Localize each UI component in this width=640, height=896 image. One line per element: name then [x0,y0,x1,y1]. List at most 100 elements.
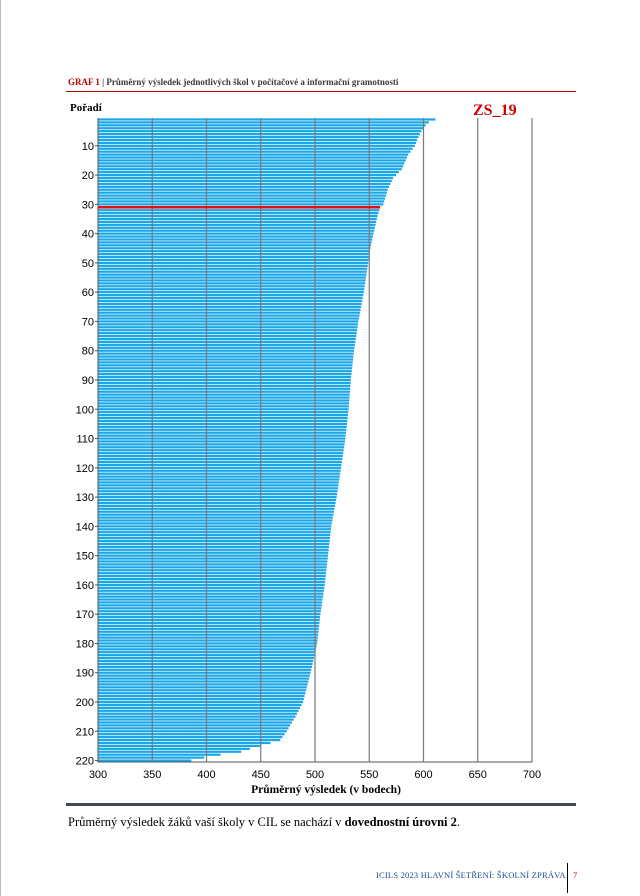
school-bar [98,250,370,253]
section-divider [66,803,576,806]
school-bar [98,179,392,183]
school-bar [98,337,356,341]
school-bar [98,217,377,221]
school-bar [98,162,405,165]
school-bar [98,484,339,487]
school-bar [98,425,347,428]
school-bar [98,314,360,317]
school-bar [98,721,292,724]
school-bar [98,223,376,226]
school-bar [98,121,429,124]
school-bar [98,182,391,185]
school-bar [98,176,394,180]
school-bar [98,381,351,385]
x-tick-label: 450 [252,769,270,781]
school-bar [98,475,340,478]
x-tick-label: 600 [414,769,432,781]
school-bar [98,168,402,171]
school-bar [98,393,350,396]
school-bar [98,703,302,707]
y-tick-label: 130 [76,492,94,504]
school-bar [98,659,314,663]
y-tick-label: 220 [76,756,94,768]
highlighted-school-bar [98,205,381,209]
school-bar [98,396,350,399]
school-bar [98,595,324,598]
school-bar [98,358,354,361]
school-bar [98,636,318,639]
school-bar [98,329,358,332]
y-tick-label: 100 [76,404,94,416]
y-tick-label: 90 [82,375,94,387]
school-bar [98,241,372,244]
school-bar [98,138,417,142]
school-bar [98,349,355,352]
school-bar [98,501,336,505]
school-bar [98,683,308,686]
school-bar [98,592,324,595]
school-bar [98,144,415,147]
school-bar [98,557,328,560]
school-bar [98,364,353,367]
school-bar [98,270,367,273]
school-bar [98,478,340,481]
school-bar [98,197,386,200]
school-bar [98,255,370,259]
school-bar [98,147,413,150]
school-bar [98,264,368,267]
school-bar [98,718,294,721]
school-bar [98,171,399,174]
school-bar [98,601,323,604]
school-bar [98,317,359,320]
school-bar [98,203,384,206]
school-bar [98,276,366,279]
graph-title-text: Průměrný výsledek jednotlivých škol v po… [106,77,399,87]
school-bar [98,402,350,405]
school-bar [98,539,330,543]
school-bar [98,495,337,499]
school-bar [98,700,304,704]
school-bar [98,545,329,548]
school-bar [98,165,404,168]
school-bar [98,258,369,262]
school-bar [98,513,334,516]
school-bar [98,487,338,490]
school-bar [98,291,364,294]
school-bar [98,516,333,519]
school-bar [98,437,346,440]
school-bar [98,428,347,431]
school-bar [98,288,365,291]
school-bar [98,528,331,531]
school-code-label: ZS_19 [473,102,517,119]
y-tick-label: 30 [82,199,94,211]
school-bar [98,378,351,382]
school-bar [98,340,356,344]
school-bar [98,706,301,709]
y-tick-label: 50 [82,258,94,270]
school-bar [98,583,325,587]
school-bar [98,645,317,648]
school-bar [98,141,416,144]
school-bar [98,153,409,156]
school-bar [98,279,366,282]
school-bar [98,490,338,493]
school-bar [98,522,332,525]
school-bar [98,668,312,671]
school-bar [98,320,359,323]
x-tick-label: 700 [523,769,541,781]
school-bar [98,332,357,335]
school-bar [98,352,354,355]
school-bar [98,446,345,449]
school-bar [98,744,261,748]
school-bar [98,580,326,584]
school-bar [98,434,346,437]
school-bar [98,282,366,285]
graph-title: GRAF 1 | Průměrný výsledek jednotlivých … [68,77,398,87]
school-bar [98,665,312,668]
school-bar [98,604,322,607]
school-bar [98,355,354,358]
school-bar [98,589,324,592]
x-tick-label: 350 [143,769,161,781]
school-bar [98,188,388,191]
school-bar [98,370,352,373]
